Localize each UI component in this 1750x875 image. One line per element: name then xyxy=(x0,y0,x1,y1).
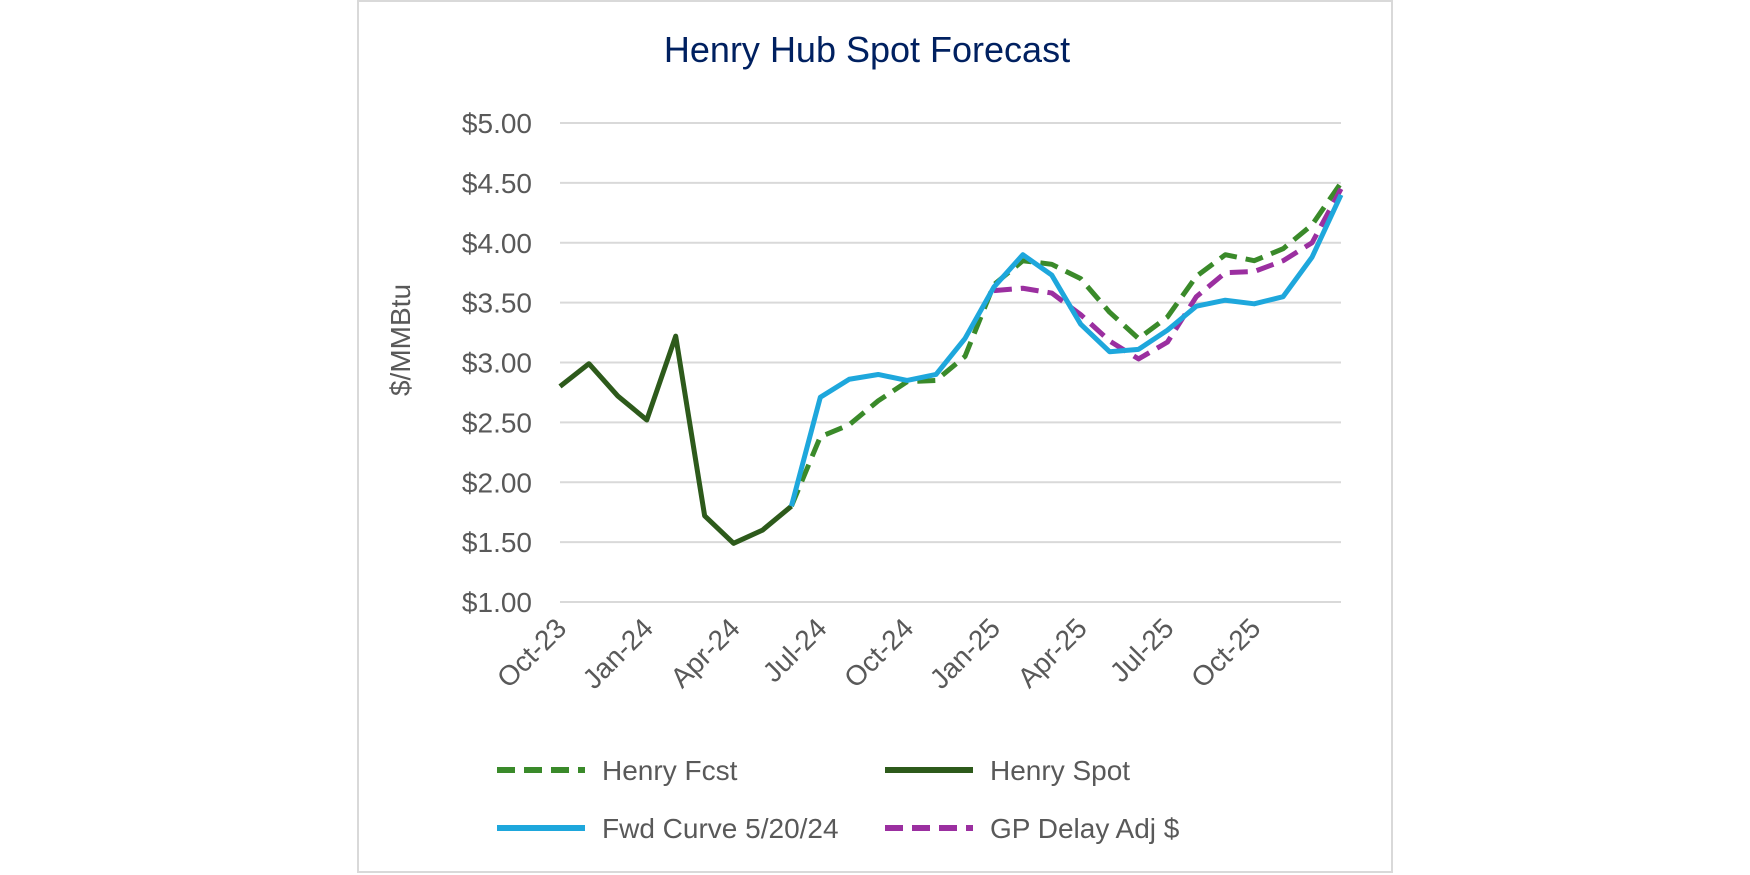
legend-item-1: Henry Spot xyxy=(885,755,1130,786)
series-lines xyxy=(558,181,1344,546)
legend: Henry Fcst Henry Spot Fwd Curve 5/20/24 GP … xyxy=(497,755,1180,844)
y-tick-label: $4.50 xyxy=(462,168,532,199)
legend-item-2: Fwd Curve 5/20/24 xyxy=(497,813,839,844)
y-axis-label: $/MMBtu xyxy=(385,284,416,396)
legend-item-3: GP Delay Adj $ xyxy=(885,813,1180,844)
legend-label: Henry Spot xyxy=(990,755,1130,786)
series-line-2 xyxy=(788,193,1344,507)
series-line-0 xyxy=(789,181,1344,508)
y-tick-label: $2.50 xyxy=(462,407,532,438)
y-tick-label: $2.00 xyxy=(462,467,532,498)
y-tick-label: $5.00 xyxy=(462,108,532,139)
series-line-3 xyxy=(993,187,1344,362)
legend-label: Fwd Curve 5/20/24 xyxy=(602,813,839,844)
gridlines xyxy=(560,122,1341,603)
x-tick-label: Oct-25 xyxy=(1185,612,1266,693)
x-axis-ticks: Oct-23 Jan-24 Apr-24 Jul-24 Oct-24 Jan-25 Apr-… xyxy=(491,612,1267,694)
y-tick-label: $3.00 xyxy=(462,348,532,379)
y-tick-label: $1.00 xyxy=(462,587,532,618)
x-tick-label: Jul-24 xyxy=(757,612,833,688)
y-axis-ticks: $1.00 $1.50 $2.00 $2.50 $3.00 $3.50 $4.00 $4.50… xyxy=(462,108,532,618)
x-tick-label: Jan-24 xyxy=(577,612,659,694)
chart-frame xyxy=(357,0,1393,873)
chart-title: Henry Hub Spot Forecast xyxy=(664,29,1070,70)
x-tick-label: Oct-24 xyxy=(838,612,919,693)
y-tick-label: $1.50 xyxy=(462,527,532,558)
x-tick-label: Jan-25 xyxy=(924,612,1006,694)
y-tick-label: $3.50 xyxy=(462,288,532,319)
y-tick-label: $4.00 xyxy=(462,228,532,259)
x-tick-label: Jul-25 xyxy=(1104,612,1180,688)
legend-label: GP Delay Adj $ xyxy=(990,813,1180,844)
legend-item-0: Henry Fcst xyxy=(497,755,738,786)
series-line-1 xyxy=(558,333,794,546)
x-tick-label: Apr-24 xyxy=(664,612,745,693)
x-tick-label: Oct-23 xyxy=(491,612,572,693)
legend-label: Henry Fcst xyxy=(602,755,738,786)
x-tick-label: Apr-25 xyxy=(1012,612,1093,693)
